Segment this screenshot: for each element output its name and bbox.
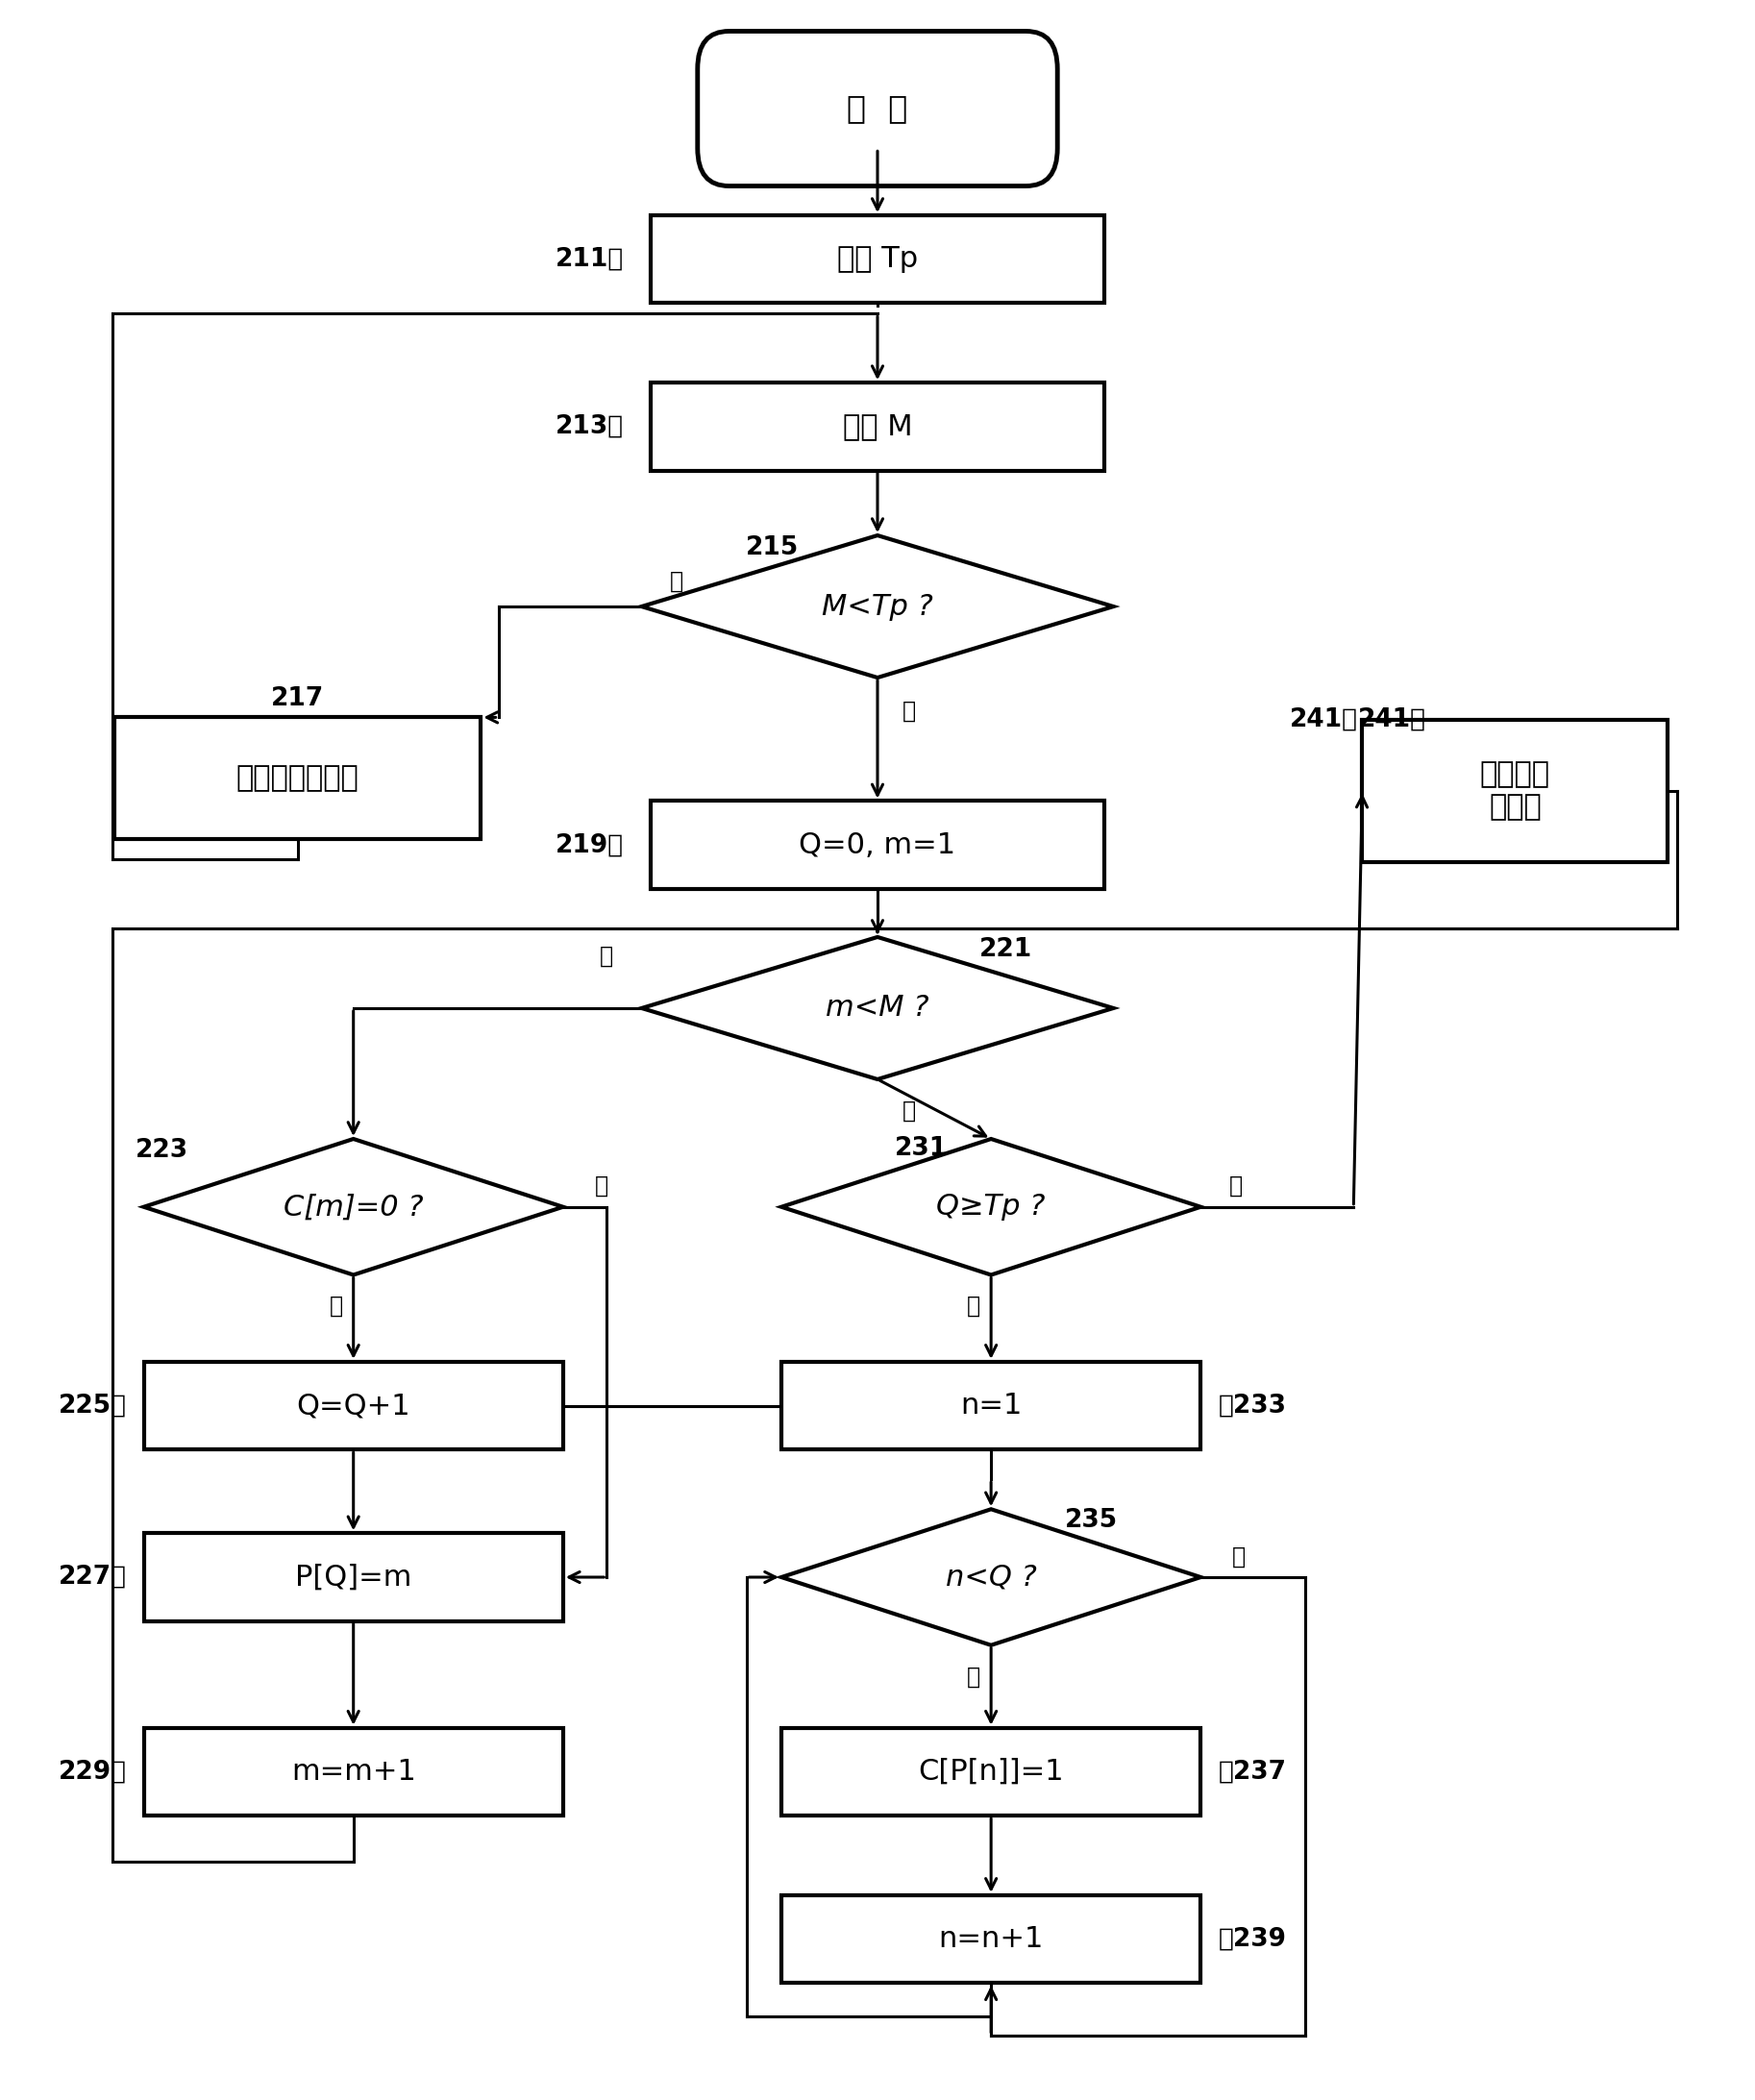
Bar [781, 1728, 1200, 1816]
Text: 217: 217 [270, 687, 325, 712]
Text: 215: 215 [746, 536, 799, 561]
Text: 219～: 219～ [556, 832, 625, 857]
Text: 设置 Tp: 设置 Tp [837, 246, 918, 273]
Text: 211～: 211～ [556, 246, 625, 271]
Bar [144, 1361, 563, 1449]
Text: 235: 235 [1065, 1508, 1118, 1533]
Text: M<Tp ?: M<Tp ? [821, 592, 934, 620]
Text: 是: 是 [967, 1296, 981, 1319]
Text: 229～: 229～ [58, 1760, 126, 1785]
Polygon shape [781, 1138, 1200, 1275]
Text: Q=Q+1: Q=Q+1 [297, 1392, 411, 1420]
Text: 开  始: 开 始 [848, 92, 907, 124]
Text: 221: 221 [979, 937, 1032, 962]
Bar [781, 1894, 1200, 1982]
Polygon shape [144, 1138, 563, 1275]
Bar [144, 1533, 563, 1621]
Text: 227～: 227～ [58, 1564, 126, 1590]
Text: 否: 否 [1232, 1546, 1246, 1569]
Text: 是: 是 [967, 1665, 981, 1688]
Text: 223: 223 [135, 1138, 188, 1163]
Text: 是: 是 [670, 569, 683, 592]
Text: 241～: 241～ [1290, 708, 1358, 733]
Text: n=n+1: n=n+1 [939, 1926, 1044, 1953]
Text: 否: 否 [902, 699, 916, 722]
Bar [781, 1361, 1200, 1449]
Polygon shape [642, 536, 1113, 678]
Text: 否: 否 [595, 1174, 609, 1197]
Text: 213～: 213～ [556, 414, 625, 439]
Bar [651, 800, 1104, 888]
Bar [651, 216, 1104, 302]
Text: 否: 否 [1228, 1174, 1243, 1197]
Bar [114, 718, 481, 838]
Text: 否: 否 [902, 1098, 916, 1121]
Bar [144, 1728, 563, 1816]
Bar [1362, 720, 1667, 861]
Text: n=1: n=1 [960, 1392, 1021, 1420]
Text: 读取 M: 读取 M [842, 414, 913, 441]
Text: P[Q]=m: P[Q]=m [295, 1562, 412, 1592]
Text: ～233: ～233 [1218, 1392, 1286, 1418]
Text: Q=0, m=1: Q=0, m=1 [799, 832, 956, 859]
Text: Q≥Tp ?: Q≥Tp ? [937, 1193, 1046, 1220]
Text: C[m]=0 ?: C[m]=0 ? [283, 1193, 423, 1220]
Text: 经过预定
的时间: 经过预定 的时间 [1479, 760, 1550, 821]
Text: 231: 231 [895, 1136, 948, 1161]
FancyBboxPatch shape [697, 32, 1058, 187]
Bar [651, 382, 1104, 470]
Text: 是: 是 [330, 1296, 342, 1319]
Text: n<Q ?: n<Q ? [946, 1562, 1037, 1592]
Text: 经过预定的时间: 经过预定的时间 [237, 764, 358, 792]
Text: 是: 是 [600, 945, 614, 968]
Text: C[P[n]]=1: C[P[n]]=1 [918, 1758, 1064, 1785]
Text: ～239: ～239 [1218, 1926, 1286, 1951]
Polygon shape [642, 937, 1113, 1079]
Text: m<M ?: m<M ? [827, 993, 928, 1023]
Text: 241～: 241～ [1358, 708, 1427, 733]
Polygon shape [781, 1510, 1200, 1644]
Text: m=m+1: m=m+1 [291, 1758, 416, 1785]
Text: 225～: 225～ [58, 1392, 126, 1418]
Text: ～237: ～237 [1218, 1760, 1286, 1785]
